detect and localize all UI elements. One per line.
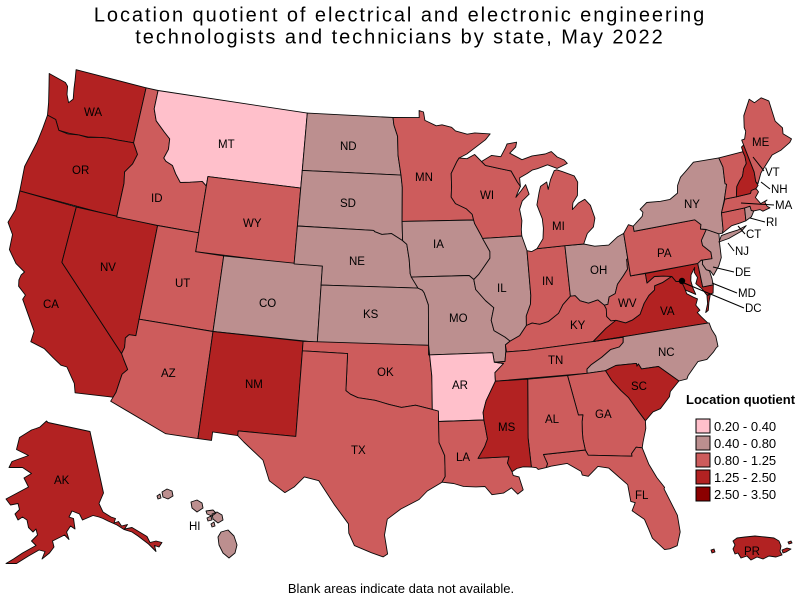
- svg-text:MO: MO: [449, 313, 468, 325]
- svg-text:WA: WA: [84, 107, 102, 119]
- svg-text:Blank areas indicate data not: Blank areas indicate data not available.: [288, 581, 514, 596]
- svg-text:MD: MD: [738, 288, 756, 300]
- svg-text:2.50 - 3.50: 2.50 - 3.50: [714, 487, 776, 502]
- svg-text:NH: NH: [771, 184, 788, 196]
- svg-text:MN: MN: [415, 172, 433, 184]
- svg-text:MI: MI: [552, 221, 565, 233]
- svg-text:MA: MA: [775, 200, 793, 212]
- svg-text:ND: ND: [340, 141, 357, 153]
- svg-text:GA: GA: [595, 409, 612, 421]
- svg-text:SD: SD: [340, 198, 356, 210]
- svg-text:ME: ME: [752, 137, 770, 149]
- svg-text:VT: VT: [765, 167, 780, 179]
- svg-text:NE: NE: [349, 256, 365, 268]
- svg-text:NC: NC: [658, 347, 675, 359]
- svg-text:1.25 - 2.50: 1.25 - 2.50: [714, 470, 776, 485]
- svg-text:WI: WI: [480, 190, 494, 202]
- svg-text:VA: VA: [660, 306, 675, 318]
- svg-text:AL: AL: [545, 414, 560, 426]
- svg-text:Location quotient of electrica: Location quotient of electrical and elec…: [94, 5, 706, 27]
- svg-text:CT: CT: [746, 229, 761, 241]
- svg-text:NM: NM: [245, 379, 263, 391]
- svg-text:OK: OK: [377, 367, 394, 379]
- svg-text:KY: KY: [570, 320, 586, 332]
- svg-text:OH: OH: [590, 265, 607, 277]
- svg-text:FL: FL: [635, 490, 649, 502]
- svg-text:Location quotient: Location quotient: [686, 392, 796, 407]
- svg-text:LA: LA: [456, 452, 470, 464]
- svg-text:NY: NY: [684, 199, 700, 211]
- svg-text:NV: NV: [100, 262, 116, 274]
- svg-text:AZ: AZ: [161, 368, 176, 380]
- svg-text:KS: KS: [363, 309, 379, 321]
- svg-text:SC: SC: [631, 381, 647, 393]
- svg-text:TX: TX: [351, 445, 366, 457]
- svg-text:NJ: NJ: [735, 246, 749, 258]
- svg-text:OR: OR: [72, 165, 89, 177]
- svg-text:WV: WV: [618, 298, 637, 310]
- svg-text:RI: RI: [766, 217, 778, 229]
- svg-text:AK: AK: [54, 475, 70, 487]
- svg-text:AR: AR: [452, 380, 468, 392]
- svg-text:HI: HI: [189, 521, 201, 533]
- svg-text:PA: PA: [657, 248, 672, 260]
- svg-text:0.20 - 0.40: 0.20 - 0.40: [714, 419, 776, 434]
- svg-text:0.40 - 0.80: 0.40 - 0.80: [714, 436, 776, 451]
- svg-text:PR: PR: [744, 546, 760, 558]
- svg-text:DE: DE: [735, 267, 751, 279]
- svg-text:WY: WY: [243, 218, 262, 230]
- svg-text:IL: IL: [497, 283, 507, 295]
- svg-text:MS: MS: [498, 422, 516, 434]
- svg-text:CA: CA: [43, 299, 59, 311]
- svg-text:UT: UT: [175, 278, 190, 290]
- svg-text:technologists and technicians: technologists and technicians by state, …: [135, 27, 664, 49]
- svg-text:ID: ID: [151, 193, 163, 205]
- svg-text:0.80 - 1.25: 0.80 - 1.25: [714, 453, 776, 468]
- svg-text:IN: IN: [542, 276, 554, 288]
- svg-text:TN: TN: [548, 355, 563, 367]
- svg-text:IA: IA: [433, 239, 444, 251]
- svg-text:MT: MT: [218, 139, 235, 151]
- svg-text:DC: DC: [745, 303, 762, 315]
- svg-text:CO: CO: [259, 298, 276, 310]
